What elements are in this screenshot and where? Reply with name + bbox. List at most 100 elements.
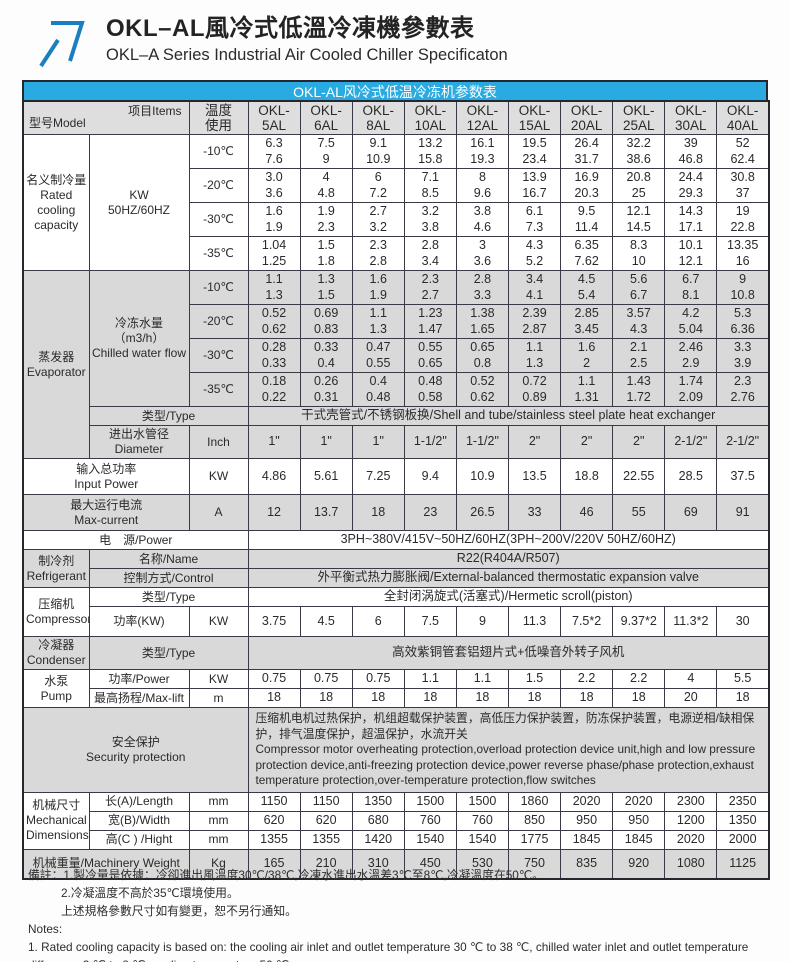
value-cell: 1125: [716, 848, 770, 880]
value-cell: 3.8 4.6: [455, 202, 509, 237]
value-cell: 530: [455, 848, 509, 880]
value-cell: 1775: [507, 829, 562, 850]
value-cell: 7.5: [403, 606, 457, 637]
row-label-type: 类型/Type: [88, 636, 249, 670]
value-cell: 0.75: [247, 669, 301, 689]
value-cell: 950: [560, 810, 614, 831]
temp-label: -20℃: [188, 304, 249, 339]
value-cell: 1500: [403, 791, 457, 812]
value-cell: 2": [507, 425, 562, 459]
value-cell: 13.9 16.7: [507, 168, 562, 203]
value-cell: 10.9: [455, 458, 509, 495]
merged-value: 高效紫铜管套铝翅片式+低噪音外转子风机: [247, 636, 770, 670]
value-cell: 0.26 0.31: [299, 372, 353, 407]
value-cell: 0.69 0.83: [299, 304, 353, 339]
value-cell: 13.5: [507, 458, 562, 495]
value-cell: 4.5: [299, 606, 353, 637]
merged-value: 全封闭涡旋式(活塞式)/Hermetic scroll(piston): [247, 587, 770, 607]
value-cell: 1.5: [507, 669, 562, 689]
row-label-control: 控制方式/Control: [88, 568, 249, 588]
value-cell: 18: [299, 688, 353, 708]
value-cell: 1350: [351, 791, 405, 812]
value-cell: 2": [612, 425, 666, 459]
value-cell: 2": [560, 425, 614, 459]
items-label: 项目Items: [128, 104, 182, 118]
unit-label: KW: [188, 606, 249, 637]
value-cell: 2.3 2.8: [351, 236, 405, 271]
value-cell: 1.5 1.8: [299, 236, 353, 271]
value-cell: 1150: [299, 791, 353, 812]
value-cell: 1.3 1.5: [299, 270, 353, 305]
value-cell: 0.28 0.33: [247, 338, 301, 373]
value-cell: 20: [664, 688, 718, 708]
value-cell: 1.43 1.72: [612, 372, 666, 407]
value-cell: 2.2: [612, 669, 666, 689]
value-cell: 2.3 2.7: [403, 270, 457, 305]
value-cell: 9: [455, 606, 509, 637]
value-cell: 14.3 17.1: [664, 202, 718, 237]
unit-label: mm: [188, 829, 249, 850]
temp-label: -10℃: [188, 134, 249, 169]
row-label-comp-power: 功率(KW): [88, 606, 190, 637]
value-cell: 2.46 2.9: [664, 338, 718, 373]
value-cell: 1860: [507, 791, 562, 812]
value-cell: 0.55 0.65: [403, 338, 457, 373]
value-cell: 46: [560, 494, 614, 531]
table-banner: OKL-AL风冷式低温冷冻机参数表: [22, 80, 768, 100]
row-label-height: 高(C ) /Hight: [88, 829, 190, 850]
value-cell: 1.1: [403, 669, 457, 689]
value-cell: 7.5*2: [560, 606, 614, 637]
value-cell: 18: [612, 688, 666, 708]
value-cell: 3.75: [247, 606, 301, 637]
model-header: OKL- 8AL: [351, 100, 405, 135]
model-header: OKL- 10AL: [403, 100, 457, 135]
temp-label: -30℃: [188, 338, 249, 373]
merged-value: 干式壳管式/不锈钢板换/Shell and tube/stainless ste…: [247, 406, 770, 426]
value-cell: 2.85 3.45: [560, 304, 614, 339]
value-cell: 1.1: [455, 669, 509, 689]
value-cell: 37.5: [716, 458, 770, 495]
value-cell: 2.2: [560, 669, 614, 689]
value-cell: 6.35 7.62: [560, 236, 614, 271]
merged-value: R22(R404A/R507): [247, 549, 770, 569]
value-cell: 2020: [560, 791, 614, 812]
value-cell: 1.1 1.3: [507, 338, 562, 373]
value-cell: 1355: [247, 829, 301, 850]
temp-label: -20℃: [188, 168, 249, 203]
row-label-input-power: 输入总功率 Input Power: [22, 458, 190, 495]
value-cell: 6 7.2: [351, 168, 405, 203]
value-cell: 920: [612, 848, 666, 880]
value-cell: 310: [351, 848, 405, 880]
group-label-condenser: 冷凝器 Condenser: [22, 636, 90, 670]
value-cell: 4: [664, 669, 718, 689]
value-cell: 1200: [664, 810, 718, 831]
unit-label: mm: [188, 791, 249, 812]
arrow-logo-icon: [39, 21, 85, 68]
value-cell: 4.5 5.4: [560, 270, 614, 305]
value-cell: 210: [299, 848, 353, 880]
temp-label: -35℃: [188, 372, 249, 407]
note-line-5: 1. Rated cooling capacity is based on: t…: [28, 940, 749, 962]
model-header: OKL- 6AL: [299, 100, 353, 135]
unit-label: Kg: [188, 848, 249, 880]
row-label-length: 长(A)/Length: [88, 791, 190, 812]
value-cell: 18.8: [560, 458, 614, 495]
value-cell: 9.1 10.9: [351, 134, 405, 169]
value-cell: 4 4.8: [299, 168, 353, 203]
model-header: OKL- 20AL: [560, 100, 614, 135]
model-header: OKL- 12AL: [455, 100, 509, 135]
value-cell: 5.5: [716, 669, 770, 689]
model-header: OKL- 15AL: [507, 100, 562, 135]
value-cell: 760: [403, 810, 457, 831]
temp-usage-header: 温度 使用: [188, 100, 249, 135]
row-label-pump-power: 功率/Power: [88, 669, 190, 689]
value-cell: 1": [299, 425, 353, 459]
value-cell: 0.52 0.62: [247, 304, 301, 339]
value-cell: 2-1/2": [664, 425, 718, 459]
value-cell: 5.3 6.36: [716, 304, 770, 339]
title-block: OKL–AL風冷式低溫冷凍機參數表 OKL–A Series Industria…: [34, 8, 508, 70]
value-cell: 3.2 3.8: [403, 202, 457, 237]
group-label-dimensions: 机械尺寸 Mechanical Dimensions: [22, 791, 90, 850]
value-cell: 18: [507, 688, 562, 708]
